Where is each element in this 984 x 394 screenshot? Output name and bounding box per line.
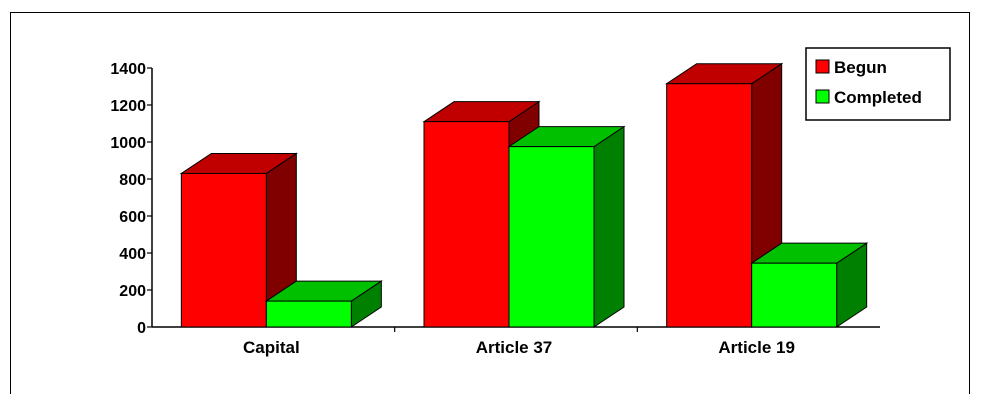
y-tick-label: 1400 xyxy=(110,61,146,78)
y-tick-label: 1000 xyxy=(110,135,146,152)
y-tick-label: 200 xyxy=(119,283,146,300)
bar-front xyxy=(180,172,267,328)
y-tick-label: 400 xyxy=(119,246,146,263)
bar-completed-article-19 xyxy=(750,242,869,328)
legend-box xyxy=(805,47,951,121)
x-tick-label: Article 37 xyxy=(476,338,553,357)
bar-front xyxy=(751,262,838,328)
bars xyxy=(179,62,869,328)
y-tick-label: 0 xyxy=(137,320,146,337)
x-tick-label: Article 19 xyxy=(718,338,795,357)
legend-swatch-begun xyxy=(815,59,830,74)
bar-front xyxy=(265,300,352,328)
legend-label-begun: Begun xyxy=(834,58,887,77)
bar-begun-article-19 xyxy=(665,62,784,328)
y-tick-label: 1200 xyxy=(110,98,146,115)
bar-front xyxy=(666,83,753,328)
bar-completed-article-37 xyxy=(507,125,626,328)
y-tick-label: 600 xyxy=(119,209,146,226)
y-tick-label: 800 xyxy=(119,172,146,189)
bar-front xyxy=(423,121,510,328)
bar-side xyxy=(593,125,625,328)
legend-swatch-completed xyxy=(815,89,830,104)
chart-frame xyxy=(10,12,970,394)
x-tick-label: Capital xyxy=(243,338,300,357)
legend-label-completed: Completed xyxy=(834,88,922,107)
bar-front xyxy=(508,146,595,328)
bar-completed-capital xyxy=(264,280,383,328)
bar-begun-capital xyxy=(179,152,298,328)
legend: Begun Completed xyxy=(805,47,951,121)
